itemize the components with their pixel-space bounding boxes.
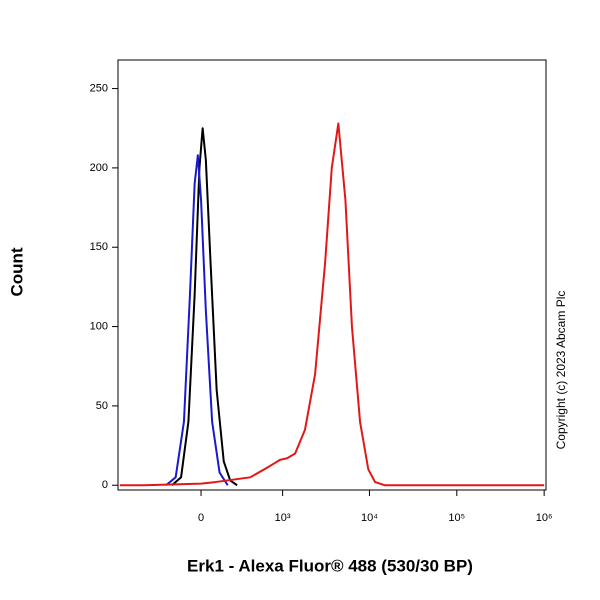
y-tick-label: 50 <box>96 400 108 412</box>
x-tick-label: 10⁵ <box>448 512 465 524</box>
plot-frame <box>117 59 547 491</box>
y-axis-label: Count <box>7 247 26 296</box>
y-tick-label: 150 <box>90 241 108 253</box>
y-tick-label: 100 <box>90 320 108 332</box>
copyright: Copyright (c) 2023 Abcam Plc <box>554 291 568 450</box>
x-axis-label: Erk1 - Alexa Fluor® 488 (530/30 BP) <box>187 556 473 575</box>
histogram-line <box>119 122 545 487</box>
x-tick-label: 10⁴ <box>361 512 378 524</box>
y-tick-label: 250 <box>90 82 108 94</box>
histogram-line <box>171 127 238 487</box>
x-tick-label: 10⁶ <box>536 512 553 524</box>
x-tick-label: 10³ <box>275 512 291 524</box>
y-tick-label: 0 <box>102 479 108 491</box>
histogram-line <box>165 154 229 487</box>
y-tick-label: 200 <box>90 162 108 174</box>
x-tick-label: 0 <box>198 512 204 524</box>
